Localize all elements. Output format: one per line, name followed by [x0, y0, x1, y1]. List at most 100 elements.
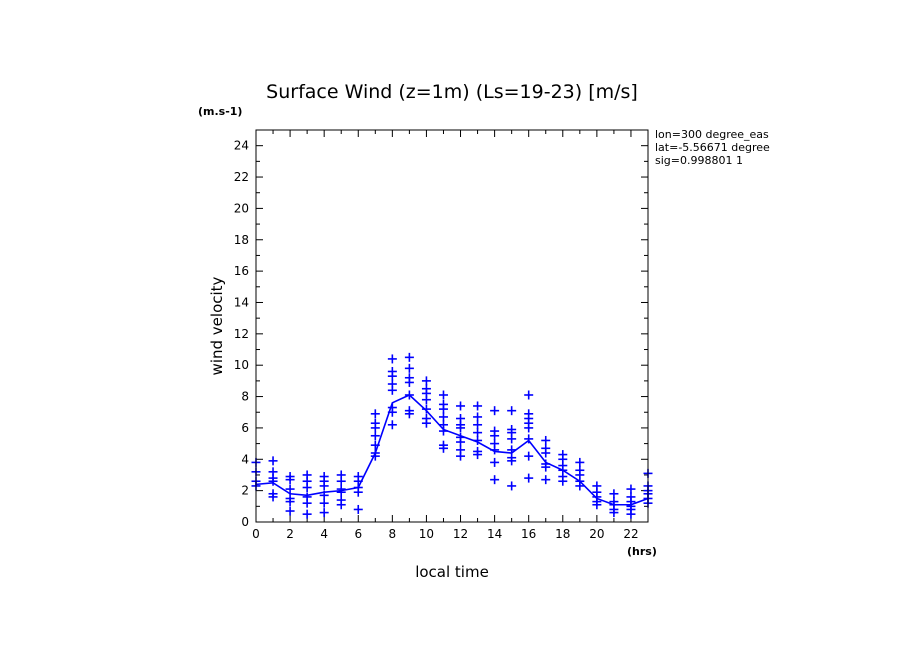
data-point [387, 371, 397, 381]
y-axis-label: wind velocity [208, 276, 226, 375]
data-point [473, 412, 483, 422]
data-point [626, 484, 636, 494]
x-tick-label: 16 [521, 527, 536, 541]
data-point [575, 457, 585, 467]
data-point [268, 456, 278, 466]
info-line: sig=0.998801 1 [655, 154, 743, 167]
mean-line [255, 394, 649, 506]
x-tick-label: 18 [555, 527, 570, 541]
data-point [319, 490, 329, 500]
data-point [370, 423, 380, 433]
y-axis-units: (m.s-1) [198, 105, 242, 118]
data-point [370, 440, 380, 450]
y-tick-label: 10 [234, 358, 249, 372]
x-axis-label: local time [415, 563, 489, 581]
data-point [421, 404, 431, 414]
data-point [609, 489, 619, 499]
plot-frame [255, 129, 649, 523]
data-point [319, 498, 329, 508]
data-point [387, 420, 397, 430]
data-point [285, 497, 295, 507]
data-point [336, 476, 346, 486]
data-point [302, 483, 312, 493]
data-point [370, 451, 380, 461]
data-point [507, 406, 517, 416]
data-point [336, 500, 346, 510]
data-point [507, 445, 517, 455]
y-tick-label: 12 [234, 327, 249, 341]
data-point [558, 476, 568, 486]
data-point [473, 428, 483, 438]
data-point [353, 504, 363, 514]
data-point [524, 390, 534, 400]
x-tick-label: 8 [389, 527, 397, 541]
x-axis-units: (hrs) [627, 545, 657, 558]
data-point [387, 354, 397, 364]
y-tick-label: 22 [234, 170, 249, 184]
data-point [592, 500, 602, 510]
data-point [370, 409, 380, 419]
data-point [404, 377, 414, 387]
data-point [473, 450, 483, 460]
data-point [404, 363, 414, 373]
data-point [524, 423, 534, 433]
x-tick-label: 14 [487, 527, 502, 541]
data-point [285, 484, 295, 494]
data-point [421, 376, 431, 386]
data-point [456, 423, 466, 433]
data-point [268, 476, 278, 486]
y-tick-label: 6 [241, 421, 249, 435]
data-point [490, 445, 500, 455]
y-tick-label: 14 [234, 295, 249, 309]
data-point [438, 412, 448, 422]
info-line: lon=300 degree_eas [655, 128, 769, 141]
data-point [438, 426, 448, 436]
data-point [319, 508, 329, 518]
x-tick-label: 0 [252, 527, 260, 541]
data-point [302, 498, 312, 508]
y-tick-label: 20 [234, 201, 249, 215]
x-tick-label: 22 [623, 527, 638, 541]
data-point [507, 456, 517, 466]
info-line: lat=-5.56671 degree [655, 141, 770, 154]
data-point [524, 473, 534, 483]
data-point [524, 434, 534, 444]
data-point [370, 431, 380, 441]
data-point [285, 475, 295, 485]
data-point [387, 385, 397, 395]
data-point [609, 508, 619, 518]
data-point [507, 434, 517, 444]
data-point [438, 443, 448, 453]
data-point [490, 431, 500, 441]
x-tick-label: 10 [419, 527, 434, 541]
data-point [507, 481, 517, 491]
y-tick-label: 18 [234, 233, 249, 247]
data-point [541, 462, 551, 472]
data-point [456, 451, 466, 461]
data-point [302, 509, 312, 519]
data-point [456, 401, 466, 411]
data-point [490, 457, 500, 467]
data-point [473, 420, 483, 430]
x-tick-label: 2 [286, 527, 294, 541]
x-tick-label: 12 [453, 527, 468, 541]
x-tick-label: 20 [589, 527, 604, 541]
data-point [353, 487, 363, 497]
data-point [404, 352, 414, 362]
chart-title: Surface Wind (z=1m) (Ls=19-23) [m/s] [266, 81, 638, 103]
data-point [473, 401, 483, 411]
data-point [575, 481, 585, 491]
y-tick-label: 4 [241, 452, 249, 466]
data-point [541, 475, 551, 485]
y-tick-label: 8 [241, 390, 249, 404]
data-point [626, 509, 636, 519]
data-point [524, 451, 534, 461]
plot-marks [251, 352, 653, 519]
data-point [387, 407, 397, 417]
data-point [404, 409, 414, 419]
data-point [285, 506, 295, 516]
data-point [473, 435, 483, 445]
